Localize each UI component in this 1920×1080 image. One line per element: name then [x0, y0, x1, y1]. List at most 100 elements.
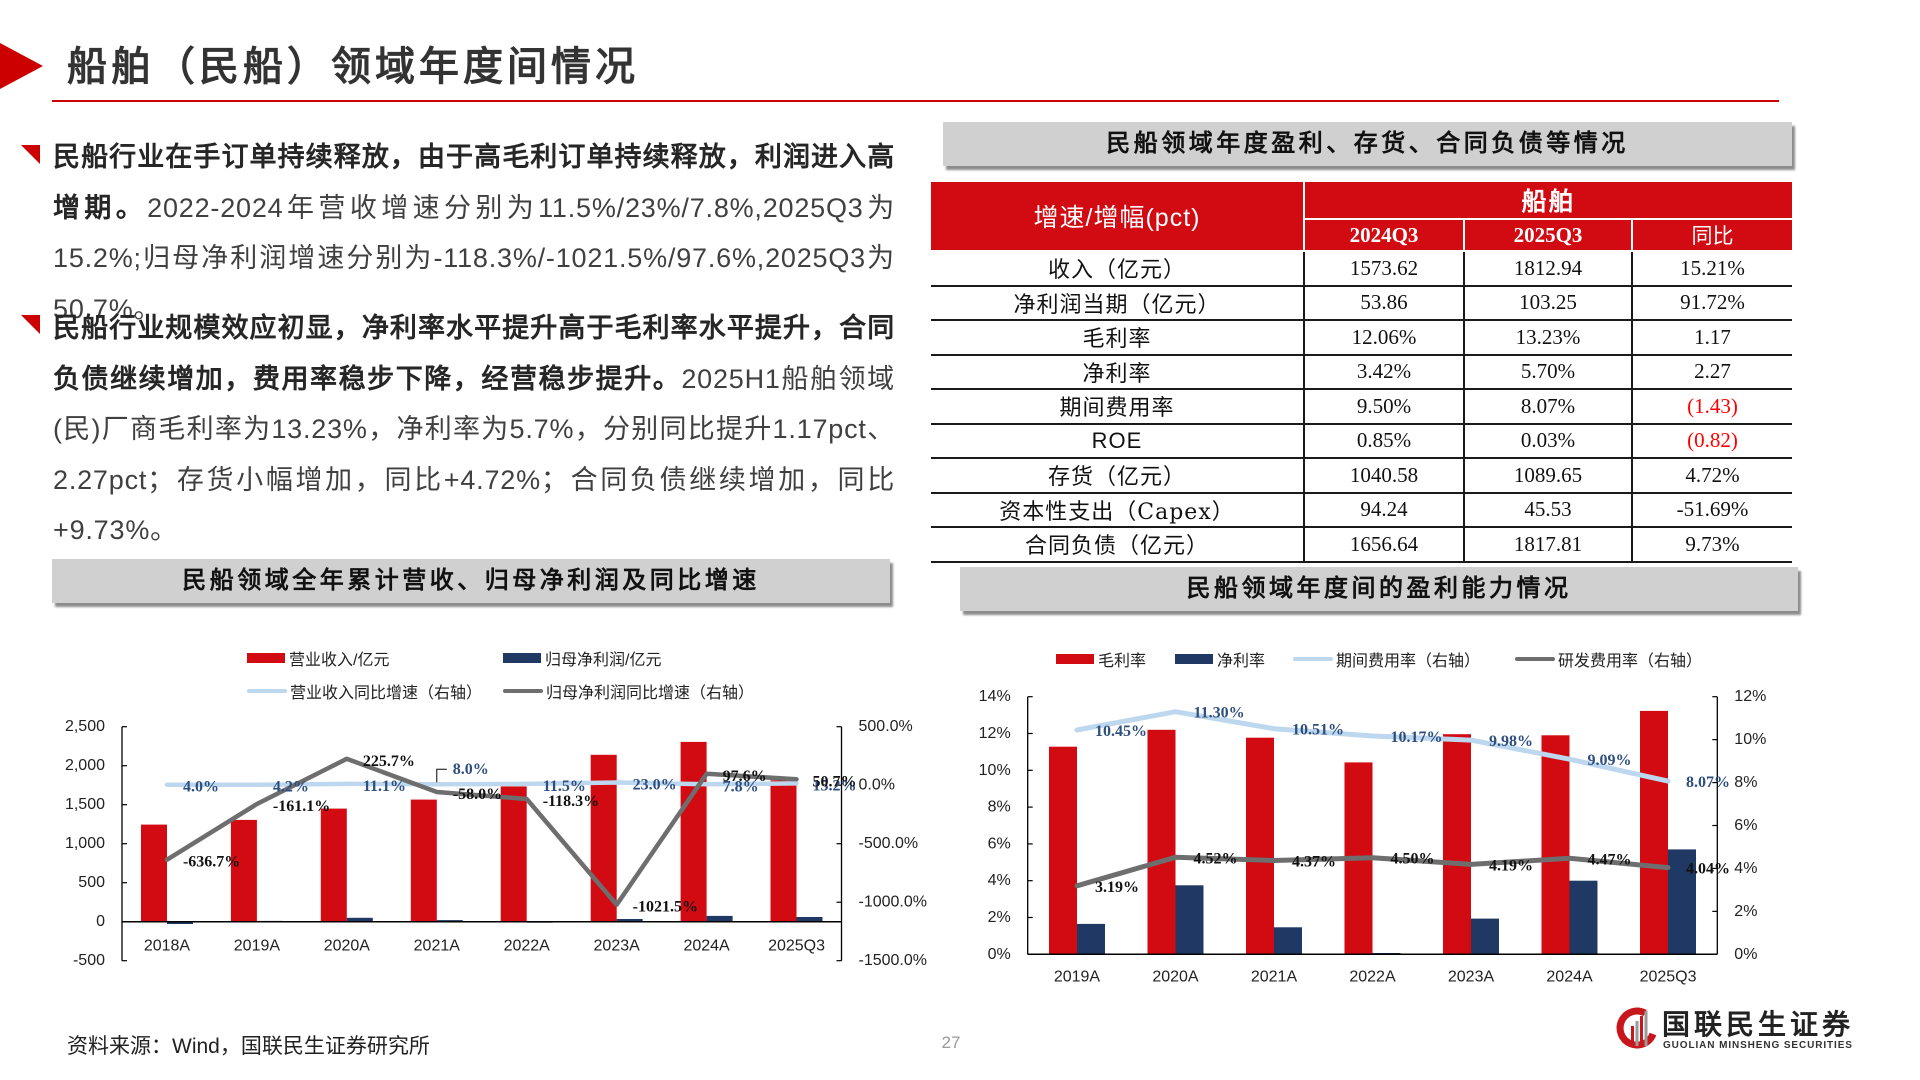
financial-table: 增速/增幅(pct) 船舶 2024Q3 2025Q3 同比 收入（亿元） 15… — [931, 182, 1793, 563]
column-header-2025q3: 2025Q3 — [1463, 218, 1633, 252]
cell-2025q3: 1817.81 — [1463, 527, 1632, 563]
y-left-tick-label: 2,000 — [65, 757, 105, 774]
legend-swatch-icon — [247, 653, 285, 663]
page-title: 船舶（民船）领域年度间情况 — [67, 44, 639, 89]
row-label: ROE — [931, 423, 1304, 459]
data-label: -1021.5% — [633, 899, 698, 916]
data-label: 8.0% — [453, 761, 489, 778]
cell-yoy-negative: (1.43) — [1630, 389, 1793, 425]
cell-2024q3: 53.86 — [1303, 285, 1464, 321]
legend-item-net-margin: 净利率 — [1175, 649, 1265, 670]
row-label: 净利率 — [931, 354, 1304, 390]
labels-revenue_yoy: 4.0% 4.2% 11.1% 8.0% 11.5% 23.0% 7.8% 15.2% — [183, 761, 857, 796]
metric-column-header: 增速/增幅(pct) — [931, 182, 1305, 252]
bar — [1246, 737, 1274, 955]
labels-period_expense_ratio: 10.45% 11.30% 10.51% 10.17% 9.98% 9.09% 8.07% — [1095, 705, 1730, 791]
bar — [346, 917, 373, 922]
y-right-tick-label: 12% — [1734, 688, 1766, 705]
row-label: 存货（亿元） — [931, 458, 1304, 494]
data-label: 4.50% — [1391, 851, 1435, 868]
data-label: 11.5% — [543, 778, 586, 795]
y-left-tick-label: 1,000 — [65, 835, 105, 852]
x-tick-label: 2024A — [1546, 969, 1593, 986]
row-label: 净利润当期（亿元） — [931, 285, 1304, 321]
x-tick-label: 2023A — [1448, 969, 1495, 986]
line-revenue_yoy — [164, 780, 799, 787]
cell-2024q3: 1573.62 — [1303, 251, 1464, 287]
data-label: 225.7% — [363, 753, 415, 770]
table-row: 毛利率 12.06% 13.23% 1.17 — [931, 320, 1793, 356]
summary-paragraph: 民船行业在手订单持续释放，由于高毛利订单持续释放，利润进入高增期。2022-20… — [53, 132, 895, 334]
bar — [1443, 734, 1471, 955]
y-left-tick-label: 1,500 — [65, 796, 105, 813]
bars-net_profit — [167, 915, 823, 924]
data-label: 23.0% — [633, 777, 677, 794]
row-label: 收入（亿元） — [931, 251, 1304, 287]
legend-line-icon — [1515, 657, 1555, 661]
table-row: 净利润当期（亿元） 53.86 103.25 91.72% — [931, 285, 1793, 321]
bar — [141, 824, 167, 922]
bar — [1077, 923, 1105, 955]
legend-label: 营业收入/亿元 — [289, 652, 390, 669]
y-left-tick-label: 10% — [979, 762, 1011, 779]
cell-yoy: 15.21% — [1630, 251, 1793, 287]
data-label: 4.52% — [1193, 850, 1237, 867]
y-left-tick-label: 6% — [988, 835, 1011, 852]
table-row: ROE 0.85% 0.03% (0.82) — [931, 423, 1793, 459]
table-subheader-row: 2024Q3 2025Q3 同比 — [931, 218, 1793, 252]
cell-yoy: 1.17 — [1630, 320, 1793, 356]
legend-label: 归母净利润同比增速（右轴） — [546, 685, 755, 702]
table-row: 期间费用率 9.50% 8.07% (1.43) — [931, 389, 1793, 425]
y-right-tick-label: -1000.0% — [859, 894, 928, 911]
paragraph-lead: 民船行业在手订单持续释放，由于高毛利订单持续释放，利润进入高增期。 — [53, 142, 895, 223]
y-right-tick-label: 2% — [1734, 903, 1757, 920]
line-period_expense_ratio — [1074, 709, 1671, 784]
column-header-yoy: 同比 — [1630, 218, 1793, 252]
bar — [1175, 885, 1204, 955]
x-tick-label: 2025Q3 — [1640, 969, 1697, 986]
data-label: -118.3% — [543, 793, 599, 810]
y-right-tick-label: 6% — [1734, 817, 1757, 834]
data-label: -636.7% — [183, 854, 240, 871]
y-left-tick-label: 2,500 — [65, 718, 105, 735]
title-marker-icon — [0, 43, 43, 89]
cell-yoy: 91.72% — [1630, 285, 1793, 321]
data-label: 10.45% — [1095, 723, 1147, 740]
legend-item-gross-margin: 毛利率 — [1056, 649, 1146, 670]
data-label: 10.17% — [1391, 729, 1443, 746]
legend-label: 研发费用率（右轴） — [1558, 653, 1703, 670]
y-left-tick-label: 2% — [988, 909, 1011, 926]
cell-yoy: 2.27 — [1630, 354, 1793, 390]
row-label: 合同负债（亿元） — [931, 527, 1304, 563]
x-tick-label: 2020A — [1152, 969, 1199, 986]
legend-line-icon — [503, 689, 543, 693]
row-label: 毛利率 — [931, 320, 1304, 356]
cell-2025q3: 8.07% — [1463, 389, 1632, 425]
table-caption: 民船领域年度盈利、存货、合同负债等情况 — [943, 122, 1792, 166]
data-label: 4.47% — [1588, 851, 1632, 868]
legend-line-icon — [1293, 657, 1333, 661]
y-right-tick-label: 4% — [1734, 860, 1757, 877]
row-label: 资本性支出（Capex） — [931, 492, 1304, 528]
legend-label: 期间费用率（右轴） — [1336, 653, 1481, 670]
bar — [230, 819, 257, 922]
group-header: 船舶 — [1302, 182, 1793, 220]
x-tick-label: 2024A — [683, 938, 730, 955]
page-number: 27 — [941, 1033, 961, 1052]
row-label: 期间费用率 — [931, 389, 1304, 425]
bar — [500, 786, 527, 922]
data-label: 15.2% — [813, 777, 857, 794]
legend-swatch-icon — [503, 653, 541, 663]
x-tick-label: 2021A — [414, 938, 461, 955]
bar — [1471, 918, 1499, 955]
x-tick-label: 2025Q3 — [768, 938, 825, 955]
data-label: 97.6% — [723, 768, 767, 785]
cell-2025q3: 13.23% — [1463, 320, 1632, 356]
bar — [1274, 927, 1302, 955]
legend-item-net-profit-yoy: 归母净利润同比增速（右轴） — [503, 681, 755, 702]
legend-item-revenue-yoy: 营业收入同比增速（右轴） — [247, 681, 482, 702]
table-row: 资本性支出（Capex） 94.24 45.53 -51.69% — [931, 492, 1793, 528]
line-rd_expense_ratio — [1074, 854, 1671, 889]
bullet-triangle-icon — [21, 315, 40, 334]
data-label: 4.04% — [1686, 861, 1730, 878]
